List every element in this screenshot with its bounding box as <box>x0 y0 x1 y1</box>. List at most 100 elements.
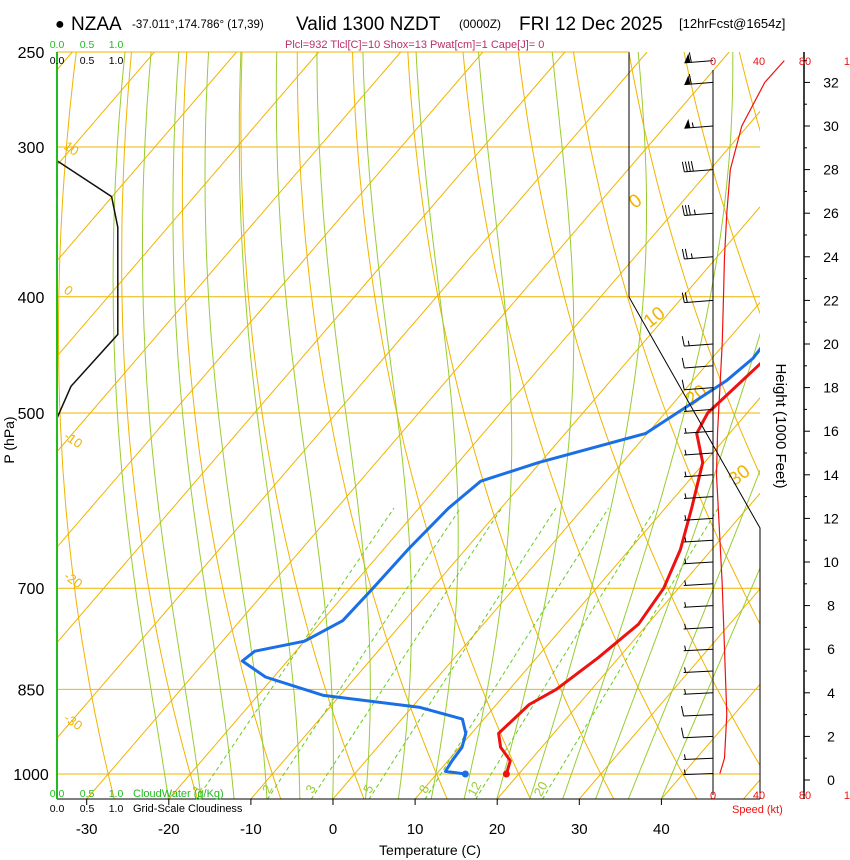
wind-barb-flag <box>690 161 694 172</box>
isotherm-line <box>661 683 760 799</box>
speed-top-tick: 0 <box>710 56 716 68</box>
pressure-tick-label: 700 <box>18 581 45 598</box>
mixing-ratio-label: 12 <box>464 779 484 799</box>
isotherm-line <box>414 397 760 799</box>
wind-barb-half-flag <box>684 623 687 629</box>
wind-barb <box>683 515 714 521</box>
mixing-ratio-label: 20 <box>531 779 551 799</box>
wind-barb <box>684 52 714 64</box>
station-coords: -37.011°,174.786° (17,39) <box>132 19 264 31</box>
valid-date: FRI 12 Dec 2025 <box>519 14 663 35</box>
station-name: NZAA <box>71 14 122 35</box>
grid-layer <box>57 31 850 800</box>
dry-adiabat-line <box>517 52 760 767</box>
dry-adiabat-line <box>844 31 850 800</box>
moist-adiabat-line <box>627 469 760 799</box>
wind-barb <box>683 754 714 760</box>
speed-top-tick: 40 <box>753 56 765 68</box>
forecast-info: [12hrFcst@1654z] <box>679 16 785 31</box>
wind-barb <box>681 292 714 304</box>
moist-adiabat-line <box>238 52 301 799</box>
height-tick-label: 26 <box>823 205 839 221</box>
speed-bottom-tick: 0 <box>710 790 716 802</box>
wind-barb-staff <box>683 772 714 776</box>
wind-barb <box>683 667 714 674</box>
wind-barb-staff <box>683 648 714 652</box>
height-axis-title: Height (1000 Feet) <box>772 363 789 488</box>
mixing-ratio-label: 8 <box>416 782 433 795</box>
wind-barb-flag <box>681 357 685 369</box>
speed-bottom-tick: 40 <box>753 790 765 802</box>
height-tick-label: 16 <box>823 423 839 439</box>
height-tick-label: 0 <box>827 772 835 788</box>
wind-barb-staff <box>684 299 714 304</box>
mixing-ratio-label: 2 <box>259 782 276 795</box>
wind-layer <box>680 52 785 795</box>
x-axis-title: Temperature (C) <box>379 842 481 858</box>
isotherm-line <box>168 110 760 799</box>
height-tick-label: 22 <box>823 292 839 308</box>
wind-barb-staff <box>683 670 714 674</box>
moist-adiabat-line <box>172 52 235 799</box>
wind-barb-staff <box>683 496 714 500</box>
cloudwater-bottom-tick: 0.5 <box>80 788 95 800</box>
wind-barb <box>680 727 714 739</box>
dry-adiabat-line <box>296 52 448 799</box>
x-tick-label: 0 <box>329 821 337 838</box>
wind-barb-staff <box>684 387 714 391</box>
wind-barb <box>684 427 714 434</box>
dry-adiabat-line <box>572 52 760 626</box>
moist-adiabat-line <box>415 52 459 799</box>
wind-speed-line <box>715 60 785 774</box>
isotherm-line <box>578 588 760 799</box>
wind-barb-half-flag <box>684 602 687 608</box>
wind-barb-staff <box>684 169 714 173</box>
x-tick-label: -10 <box>240 821 262 838</box>
moist-adiabat-line <box>362 52 412 799</box>
wind-barb-staff <box>683 735 714 739</box>
wind-barb <box>683 558 714 565</box>
wind-barb-half-flag <box>684 645 687 651</box>
wind-barb <box>681 379 714 391</box>
mixing-ratio-line <box>310 507 503 799</box>
height-tick-label: 2 <box>827 728 835 744</box>
dry-adiabat-line <box>121 52 199 799</box>
dry-adiabat-line <box>683 52 760 315</box>
dry-adiabat-line <box>462 52 698 799</box>
cloudiness-top-tick: 0.5 <box>80 55 95 67</box>
height-tick-label: 12 <box>823 510 839 526</box>
moist-adiabat-line <box>112 52 169 799</box>
moist-adiabat-line <box>660 566 760 799</box>
isotherm-line <box>496 492 760 799</box>
temperature-profile <box>497 361 760 775</box>
wind-barb <box>681 248 714 260</box>
pressure-tick-label: 250 <box>18 45 45 62</box>
wind-barb-flag <box>681 379 685 390</box>
moist-adiabat-line <box>275 52 334 799</box>
moist-adiabat-label: 0 <box>625 190 646 213</box>
wind-barb-flag <box>681 161 685 172</box>
isotherm-line <box>250 206 760 799</box>
profile-layer <box>240 346 760 778</box>
moist-adiabat-line <box>463 52 513 799</box>
mixing-ratio-label: 3 <box>302 782 319 795</box>
mixing-ratio-line <box>475 507 657 799</box>
wind-barb <box>681 204 714 216</box>
wind-barb <box>684 118 714 129</box>
height-tick-label: 8 <box>827 598 835 614</box>
height-tick-label: 18 <box>823 380 839 396</box>
wind-barb <box>683 580 714 586</box>
cloudiness-bottom-tick: 0.5 <box>80 803 95 815</box>
speed-label: Speed (kt) <box>732 804 783 816</box>
surface-dewpoint-marker <box>461 770 469 778</box>
pressure-tick-label: 850 <box>18 682 45 699</box>
pressure-tick-label: 300 <box>18 140 45 157</box>
wind-barb <box>681 161 714 173</box>
wind-barb-half-flag <box>684 406 687 412</box>
mixing-ratio-line <box>541 507 719 799</box>
dry-adiabat-label: 0 <box>61 282 76 298</box>
speed-top-tick: 80 <box>799 56 811 68</box>
moist-adiabat-line <box>595 332 760 799</box>
cloudiness-top-tick: 1.0 <box>109 55 124 67</box>
